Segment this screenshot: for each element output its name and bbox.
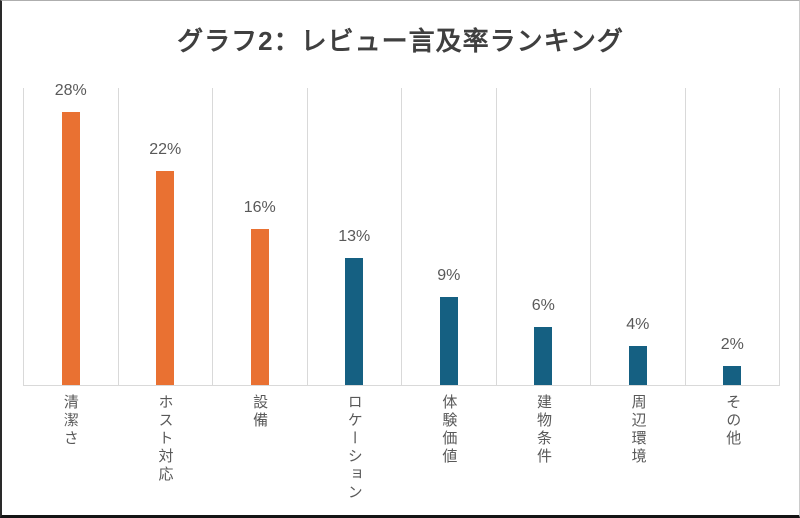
data-label: 13% bbox=[338, 228, 371, 246]
data-label: 16% bbox=[243, 199, 276, 216]
data-label: 9% bbox=[437, 267, 461, 285]
category-label: 体験価値 bbox=[440, 394, 458, 466]
category-label: ホスト対応 bbox=[156, 394, 174, 484]
category-label: 建物条件 bbox=[534, 394, 552, 466]
category-label: その他 bbox=[724, 394, 742, 448]
category-label-cell: ホスト対応 bbox=[118, 394, 213, 509]
bar bbox=[61, 112, 80, 385]
chart-columns: 28% 22% 16% 13% 9% 6% 4% 2% bbox=[23, 82, 780, 385]
chart-column: 2% bbox=[684, 88, 780, 385]
bar bbox=[345, 258, 364, 385]
data-label: 22% bbox=[149, 140, 182, 158]
category-label-cell: ロケーション bbox=[307, 394, 402, 509]
category-label-cell: 体験価値 bbox=[402, 394, 497, 509]
category-label: 周辺環境 bbox=[629, 394, 647, 466]
chart-column: 28% bbox=[23, 82, 118, 385]
category-label: 設備 bbox=[251, 394, 269, 430]
category-label-cell: 建物条件 bbox=[496, 394, 591, 509]
plot-area: 28% 22% 16% 13% 9% 6% 4% 2% bbox=[23, 82, 780, 386]
category-label: 清潔さ bbox=[61, 394, 79, 448]
category-label-cell: その他 bbox=[685, 394, 780, 509]
chart-title: グラフ2：レビュー言及率ランキング bbox=[177, 26, 624, 56]
category-label-cell: 周辺環境 bbox=[591, 394, 686, 509]
bar bbox=[534, 326, 553, 385]
bar bbox=[250, 229, 269, 385]
chart-column: 16% bbox=[212, 88, 307, 385]
data-label: 2% bbox=[720, 335, 744, 353]
bar bbox=[156, 170, 175, 385]
chart-column: 4% bbox=[590, 88, 685, 385]
category-label-cell: 設備 bbox=[212, 394, 307, 509]
category-label-cell: 清潔さ bbox=[23, 394, 118, 509]
bar bbox=[628, 346, 647, 385]
data-label: 6% bbox=[531, 296, 555, 314]
chart-column: 13% bbox=[306, 88, 402, 385]
category-axis: 清潔さ ホスト対応 設備 ロケーション 体験価値 建物条件 周辺環境 その他 bbox=[23, 394, 780, 509]
data-label: 28% bbox=[54, 82, 87, 99]
chart-column: 9% bbox=[401, 88, 496, 385]
category-label: ロケーション bbox=[345, 394, 363, 502]
bar bbox=[723, 365, 742, 385]
chart-column: 22% bbox=[117, 88, 213, 385]
chart-column: 6% bbox=[495, 88, 591, 385]
data-label: 4% bbox=[626, 316, 650, 333]
bar bbox=[439, 297, 458, 385]
